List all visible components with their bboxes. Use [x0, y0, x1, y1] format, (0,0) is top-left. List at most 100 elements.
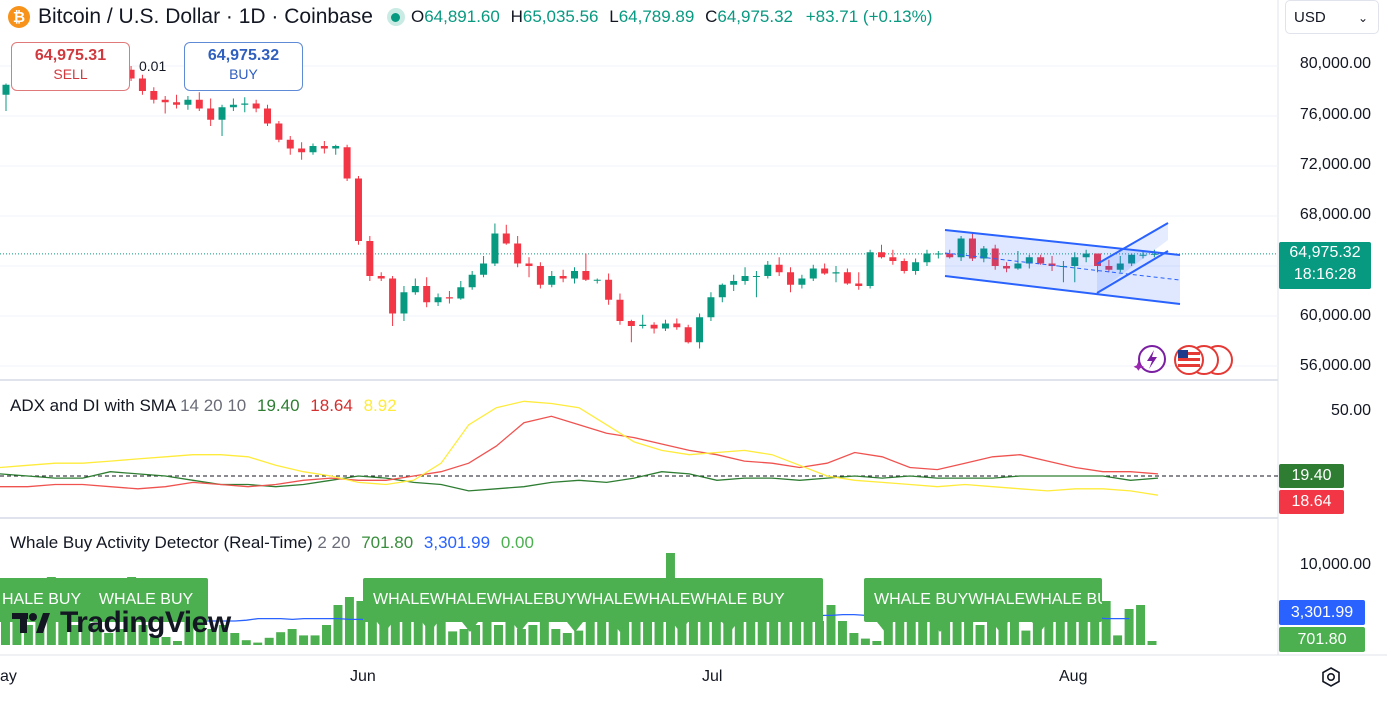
whale-params: 2 20: [317, 533, 351, 552]
whale-volume-bar: [585, 617, 595, 645]
price-tick: 60,000.00: [1299, 307, 1371, 324]
candle-body: [855, 283, 863, 286]
whale-volume-bar: [1090, 609, 1100, 645]
candle-body: [354, 178, 362, 241]
whale-volume-bar: [952, 617, 962, 645]
whale-volume-bar: [562, 633, 572, 645]
candle-body: [934, 253, 942, 255]
candle-body: [968, 238, 976, 259]
candle-body: [775, 264, 783, 273]
symbol-title[interactable]: Bitcoin / U.S. Dollar · 1D · Coinbase: [38, 5, 373, 28]
price-tick: 68,000.00: [1299, 206, 1371, 223]
candle-body: [468, 274, 476, 288]
whale-volume-bar: [230, 633, 240, 645]
candle-body: [138, 78, 146, 91]
whale-volume-bar: [757, 609, 767, 645]
whale-volume-bar: [1009, 617, 1019, 645]
whale-marker-arrow: [462, 622, 478, 632]
whale-volume-bar: [918, 617, 928, 645]
whale-volume-bar: [92, 625, 102, 645]
whale-volume-bar: [1032, 619, 1042, 645]
adx-legend[interactable]: ADX and DI with SMA 14 20 10 19.40 18.64…: [10, 396, 397, 416]
whale-name: Whale Buy Activity Detector (Real-Time): [10, 533, 313, 552]
candle-body: [400, 292, 408, 314]
bar-countdown: 18:16:28: [1293, 266, 1357, 283]
buy-button[interactable]: 64,975.32 BUY: [184, 42, 303, 91]
adx-name: ADX and DI with SMA: [10, 396, 176, 415]
whale-legend[interactable]: Whale Buy Activity Detector (Real-Time) …: [10, 533, 534, 553]
whale-volume-bar: [895, 609, 905, 645]
adx-value-2: 18.64: [310, 396, 353, 415]
buy-label: BUY: [229, 66, 258, 82]
whale-volume-bar: [746, 605, 756, 645]
candle-body: [218, 107, 226, 120]
whale-volume-bar: [23, 625, 33, 645]
whale-marker-arrow: [932, 622, 948, 632]
whale-volume-bar: [344, 597, 354, 645]
whale-buy-banner: WHALEWHALEWHALEBUYWHALEWHALEWHALE BUY: [363, 578, 823, 622]
whale-volume-bar: [964, 617, 974, 645]
candle-body: [252, 103, 260, 109]
candle-body: [1150, 253, 1158, 255]
lightning-event-icon[interactable]: [1132, 342, 1166, 376]
rising-channel-upper: [1096, 222, 1169, 265]
whale-volume-bar: [138, 625, 148, 645]
sell-label: SELL: [53, 66, 88, 82]
candle-body: [1094, 253, 1102, 266]
whale-volume-bar: [150, 635, 160, 645]
candle-body: [730, 281, 738, 285]
whale-volume-bar: [356, 601, 366, 645]
adx-axis-tick: 50.00: [1330, 402, 1371, 419]
currency-select[interactable]: USD ⌄: [1285, 0, 1379, 34]
candle-body: [1025, 257, 1033, 264]
whale-volume-bar: [849, 633, 859, 645]
us-flag-event-icon[interactable]: [1172, 343, 1234, 377]
channel-lower-line: [944, 275, 1181, 305]
candle-body: [764, 264, 772, 276]
whale-volume-bar: [264, 637, 274, 645]
candle-body: [480, 263, 488, 275]
whale-volume-bar: [367, 621, 377, 645]
last-price: 64,975.32: [1289, 244, 1361, 261]
candle-body: [593, 279, 601, 281]
candle-body: [718, 284, 726, 298]
candle-body: [207, 108, 215, 120]
candle-body: [559, 276, 567, 279]
whale-volume-bar: [115, 629, 125, 645]
whale-marker-arrow: [512, 622, 528, 632]
whale-volume-bar: [172, 641, 182, 645]
candle-body: [457, 287, 465, 299]
adx-series-line: [0, 400, 1159, 496]
candle-body: [173, 102, 181, 105]
whale-volume-bar: [906, 621, 916, 645]
candle-body: [525, 263, 533, 266]
whale-marker-arrow: [722, 622, 738, 632]
whale-volume-bar: [929, 614, 939, 645]
chevron-down-icon: ⌄: [1357, 11, 1368, 25]
close-label: C: [705, 7, 718, 26]
channel-upper-line: [944, 229, 1181, 256]
whale-volume-bar: [1113, 635, 1123, 645]
candle-body: [809, 268, 817, 279]
candle-body: [1105, 266, 1113, 270]
tradingview-logo-icon: [12, 610, 52, 636]
candle-body: [912, 262, 920, 271]
sell-button[interactable]: 64,975.31 SELL: [11, 42, 130, 91]
settings-icon[interactable]: [1320, 666, 1342, 688]
candle-body: [264, 108, 272, 124]
whale-volume-bar: [528, 625, 538, 645]
candle-body: [684, 327, 692, 343]
whale-tag-blue: 3,301.99: [1279, 600, 1365, 625]
whale-volume-bar: [826, 605, 836, 645]
watermark-text: TradingView: [60, 606, 231, 639]
candle-body: [1082, 253, 1090, 258]
candle-body: [866, 252, 874, 286]
buy-price: 64,975.32: [207, 47, 280, 64]
candle-body: [241, 103, 249, 105]
whale-volume-bar: [815, 621, 825, 645]
candle-body: [991, 248, 999, 266]
whale-value-3: 0.00: [500, 533, 534, 552]
whale-volume-bar: [1078, 621, 1088, 645]
candle-body: [389, 278, 397, 314]
whale-volume-bar: [516, 629, 526, 645]
